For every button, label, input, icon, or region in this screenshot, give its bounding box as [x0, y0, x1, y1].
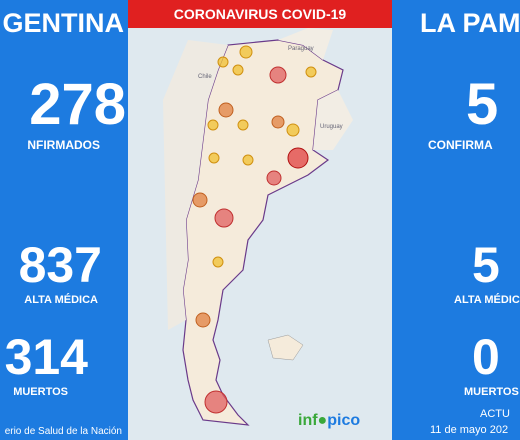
- confirmed-label: NFIRMADOS: [27, 138, 100, 152]
- recovered-label: ALTA MÉDIC: [454, 294, 520, 306]
- recovered: 5: [472, 237, 500, 293]
- markers: [192, 45, 317, 414]
- deaths-label: MUERTOS: [464, 386, 519, 398]
- logo: inf●pico: [298, 412, 361, 429]
- updated-label: ACTU: [480, 408, 510, 420]
- confirmed: 5: [466, 72, 499, 137]
- deaths: 0: [472, 329, 500, 385]
- source: erio de Salud de la Nación: [4, 426, 122, 437]
- national-panel: GENTINA 278 NFIRMADOS 837 ALTA MÉDICA 31…: [0, 0, 128, 440]
- confirmed: 278: [29, 72, 126, 137]
- region: GENTINA: [2, 8, 125, 38]
- logo-right: pico: [327, 412, 361, 429]
- recovered-label: ALTA MÉDICA: [24, 294, 98, 306]
- confirmed-label: CONFIRMA: [428, 138, 493, 152]
- map: Paraguay Chile Uruguay: [163, 28, 353, 426]
- date: 11 de mayo 202: [430, 424, 509, 436]
- country-label: Paraguay: [288, 46, 314, 52]
- map-panel: Paraguay Chile Uruguay CORONAVIRUS COVID…: [128, 0, 392, 440]
- paraguay-shape: [278, 28, 333, 60]
- logo-left: inf: [298, 412, 318, 429]
- uruguay-shape: [313, 90, 353, 150]
- country-label: Chile: [198, 74, 212, 80]
- header-title: CORONAVIRUS COVID-19: [128, 0, 392, 28]
- recovered: 837: [18, 237, 102, 293]
- deaths-label: MUERTOS: [13, 386, 68, 398]
- province-panel: LA PAM 5 CONFIRMA 5 ALTA MÉDIC 0 MUERTOS…: [392, 0, 520, 440]
- region: LA PAM: [420, 8, 520, 38]
- islands: [267, 334, 304, 361]
- deaths: 314: [4, 329, 88, 385]
- country-label: Uruguay: [320, 124, 343, 130]
- chile-shape: [163, 40, 228, 330]
